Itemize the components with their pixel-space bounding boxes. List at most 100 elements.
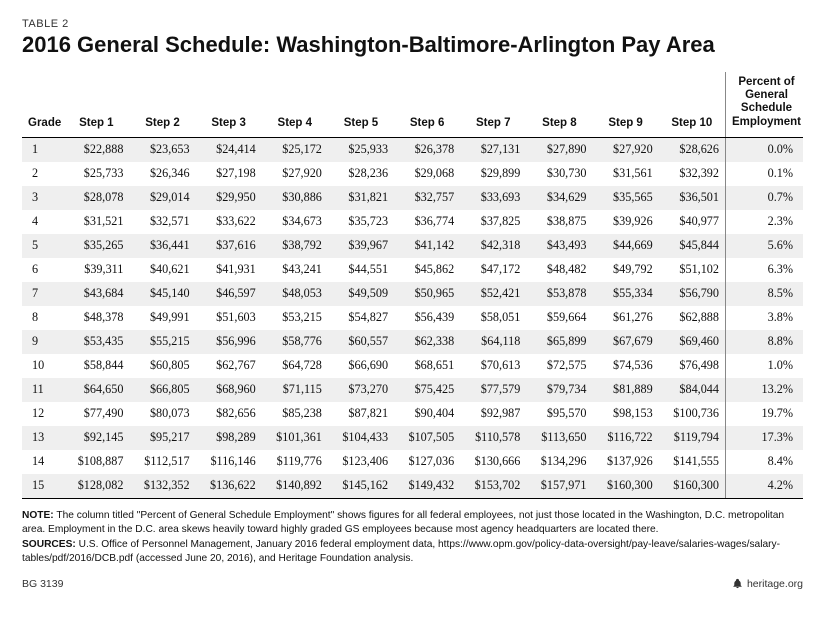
cell-step: $25,933 xyxy=(328,137,394,162)
bell-icon xyxy=(732,578,743,589)
cell-step: $29,899 xyxy=(460,162,526,186)
cell-step: $73,270 xyxy=(328,378,394,402)
footer-left: BG 3139 xyxy=(22,578,63,590)
cell-step: $33,693 xyxy=(460,186,526,210)
cell-step: $68,960 xyxy=(196,378,262,402)
table-row: 15$128,082$132,352$136,622$140,892$145,1… xyxy=(22,474,803,499)
cell-step: $104,433 xyxy=(328,426,394,450)
cell-step: $82,656 xyxy=(196,402,262,426)
cell-step: $32,757 xyxy=(394,186,460,210)
cell-step: $53,435 xyxy=(63,330,129,354)
cell-step: $130,666 xyxy=(460,450,526,474)
cell-step: $119,776 xyxy=(262,450,328,474)
cell-pct: 13.2% xyxy=(725,378,803,402)
cell-step: $59,664 xyxy=(526,306,592,330)
cell-grade: 2 xyxy=(22,162,63,186)
cell-step: $34,629 xyxy=(526,186,592,210)
cell-pct: 17.3% xyxy=(725,426,803,450)
cell-step: $58,776 xyxy=(262,330,328,354)
cell-step: $31,561 xyxy=(593,162,659,186)
cell-step: $43,241 xyxy=(262,258,328,282)
cell-step: $95,570 xyxy=(526,402,592,426)
cell-step: $56,996 xyxy=(196,330,262,354)
cell-step: $64,728 xyxy=(262,354,328,378)
cell-step: $50,965 xyxy=(394,282,460,306)
cell-step: $58,051 xyxy=(460,306,526,330)
cell-step: $68,651 xyxy=(394,354,460,378)
cell-step: $79,734 xyxy=(526,378,592,402)
note-text: The column titled "Percent of General Sc… xyxy=(22,510,784,535)
footer: BG 3139 heritage.org xyxy=(22,578,803,590)
cell-step: $48,053 xyxy=(262,282,328,306)
cell-step: $45,844 xyxy=(659,234,726,258)
table-row: 4$31,521$32,571$33,622$34,673$35,723$36,… xyxy=(22,210,803,234)
cell-grade: 8 xyxy=(22,306,63,330)
cell-step: $87,821 xyxy=(328,402,394,426)
cell-step: $41,142 xyxy=(394,234,460,258)
cell-step: $28,626 xyxy=(659,137,726,162)
cell-step: $53,878 xyxy=(526,282,592,306)
cell-step: $45,862 xyxy=(394,258,460,282)
table-row: 12$77,490$80,073$82,656$85,238$87,821$90… xyxy=(22,402,803,426)
cell-step: $28,078 xyxy=(63,186,129,210)
cell-step: $27,198 xyxy=(196,162,262,186)
cell-pct: 0.1% xyxy=(725,162,803,186)
cell-step: $67,679 xyxy=(593,330,659,354)
cell-step: $80,073 xyxy=(129,402,195,426)
table-row: 5$35,265$36,441$37,616$38,792$39,967$41,… xyxy=(22,234,803,258)
cell-step: $112,517 xyxy=(129,450,195,474)
cell-step: $27,890 xyxy=(526,137,592,162)
cell-step: $119,794 xyxy=(659,426,726,450)
cell-step: $28,236 xyxy=(328,162,394,186)
cell-step: $47,172 xyxy=(460,258,526,282)
cell-pct: 0.7% xyxy=(725,186,803,210)
cell-step: $42,318 xyxy=(460,234,526,258)
cell-step: $44,551 xyxy=(328,258,394,282)
cell-pct: 1.0% xyxy=(725,354,803,378)
cell-step: $60,805 xyxy=(129,354,195,378)
cell-pct: 4.2% xyxy=(725,474,803,499)
table-row: 8$48,378$49,991$51,603$53,215$54,827$56,… xyxy=(22,306,803,330)
cell-grade: 10 xyxy=(22,354,63,378)
cell-step: $27,920 xyxy=(262,162,328,186)
cell-step: $39,967 xyxy=(328,234,394,258)
cell-step: $39,926 xyxy=(593,210,659,234)
col-header-step: Step 9 xyxy=(593,72,659,137)
page-title: 2016 General Schedule: Washington-Baltim… xyxy=(22,32,803,58)
cell-step: $48,378 xyxy=(63,306,129,330)
col-header-pct: Percent of General Schedule Employment xyxy=(725,72,803,137)
cell-step: $33,622 xyxy=(196,210,262,234)
cell-grade: 6 xyxy=(22,258,63,282)
cell-step: $134,296 xyxy=(526,450,592,474)
col-header-step: Step 4 xyxy=(262,72,328,137)
col-header-grade: Grade xyxy=(22,72,63,137)
cell-step: $24,414 xyxy=(196,137,262,162)
cell-step: $145,162 xyxy=(328,474,394,499)
cell-grade: 3 xyxy=(22,186,63,210)
cell-step: $69,460 xyxy=(659,330,726,354)
col-header-step: Step 7 xyxy=(460,72,526,137)
pay-schedule-table: GradeStep 1Step 2Step 3Step 4Step 5Step … xyxy=(22,72,803,499)
table-row: 1$22,888$23,653$24,414$25,172$25,933$26,… xyxy=(22,137,803,162)
cell-step: $43,493 xyxy=(526,234,592,258)
cell-step: $51,603 xyxy=(196,306,262,330)
sources-text: U.S. Office of Personnel Management, Jan… xyxy=(22,539,780,564)
cell-step: $58,844 xyxy=(63,354,129,378)
cell-grade: 15 xyxy=(22,474,63,499)
cell-step: $160,300 xyxy=(593,474,659,499)
cell-step: $38,792 xyxy=(262,234,328,258)
cell-step: $49,792 xyxy=(593,258,659,282)
cell-step: $30,730 xyxy=(526,162,592,186)
cell-grade: 13 xyxy=(22,426,63,450)
cell-step: $137,926 xyxy=(593,450,659,474)
cell-step: $141,555 xyxy=(659,450,726,474)
col-header-step: Step 1 xyxy=(63,72,129,137)
table-row: 7$43,684$45,140$46,597$48,053$49,509$50,… xyxy=(22,282,803,306)
cell-step: $110,578 xyxy=(460,426,526,450)
cell-step: $81,889 xyxy=(593,378,659,402)
cell-step: $25,733 xyxy=(63,162,129,186)
cell-step: $37,616 xyxy=(196,234,262,258)
cell-grade: 12 xyxy=(22,402,63,426)
cell-step: $54,827 xyxy=(328,306,394,330)
cell-step: $39,311 xyxy=(63,258,129,282)
